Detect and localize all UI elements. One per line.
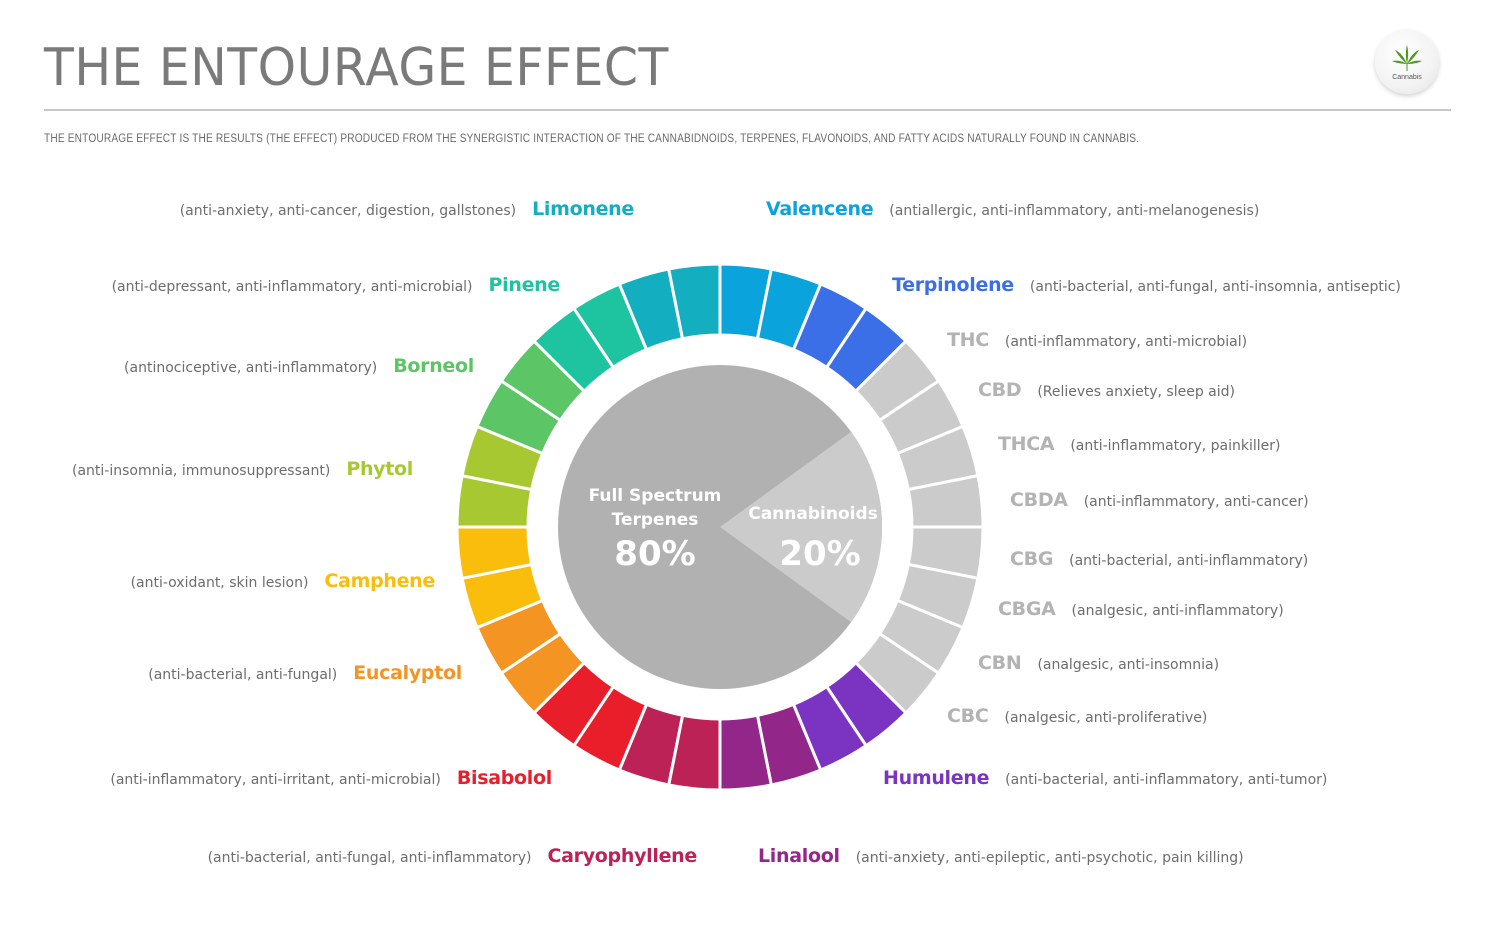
label-bisabolol: (anti-inflammatory, anti-irritant, anti-… bbox=[110, 767, 552, 789]
cbc-name: CBC bbox=[947, 705, 989, 727]
cbc-desc: (analgesic, anti-proliferative) bbox=[1004, 710, 1208, 726]
cbg-name: CBG bbox=[1010, 548, 1054, 570]
valencene-desc: (antiallergic, anti-inflammatory, anti-m… bbox=[889, 203, 1260, 219]
label-phytol: (anti-insomnia, immunosuppressant) Phyto… bbox=[72, 458, 413, 480]
label-linalool: Linalool (anti-anxiety, anti-epileptic, … bbox=[758, 845, 1244, 867]
terpenes-label-line1: Full Spectrum bbox=[588, 486, 722, 506]
label-caryophyllene: (anti-bacterial, anti-fungal, anti-infla… bbox=[207, 845, 698, 867]
borneol-name: Borneol bbox=[393, 355, 474, 377]
label-cbn: CBN (analgesic, anti-insomnia) bbox=[978, 652, 1219, 674]
terpenes-label-line2: Terpenes bbox=[611, 510, 699, 530]
ring-segment bbox=[666, 262, 722, 341]
label-cbga: CBGA (analgesic, anti-inflammatory) bbox=[998, 598, 1284, 620]
eucalyptol-name: Eucalyptol bbox=[353, 662, 462, 684]
eucalyptol-desc: (anti-bacterial, anti-fungal) bbox=[148, 667, 338, 683]
caryophyllene-desc: (anti-bacterial, anti-fungal, anti-infla… bbox=[207, 850, 532, 866]
bisabolol-name: Bisabolol bbox=[456, 767, 552, 789]
cbn-desc: (analgesic, anti-insomnia) bbox=[1037, 657, 1220, 673]
label-humulene: Humulene (anti-bacterial, anti-inflammat… bbox=[883, 767, 1327, 789]
cbn-name: CBN bbox=[978, 652, 1022, 674]
label-borneol: (antinociceptive, anti-inflammatory) Bor… bbox=[124, 355, 474, 377]
cbd-desc: (Relieves anxiety, sleep aid) bbox=[1037, 384, 1236, 400]
cannabinoids-label: Cannabinoids bbox=[748, 504, 878, 524]
thc-name: THC bbox=[947, 329, 989, 351]
label-camphene: (anti-oxidant, skin lesion) Camphene bbox=[130, 570, 436, 592]
label-terpinolene: Terpinolene (anti-bacterial, anti-fungal… bbox=[892, 274, 1401, 296]
thca-desc: (anti-inflammatory, painkiller) bbox=[1070, 438, 1281, 454]
terpinolene-desc: (anti-bacterial, anti-fungal, anti-insom… bbox=[1029, 279, 1401, 295]
phytol-name: Phytol bbox=[346, 458, 413, 480]
limonene-desc: (anti-anxiety, anti-cancer, digestion, g… bbox=[179, 203, 517, 219]
thca-name: THCA bbox=[998, 433, 1055, 455]
cannabinoids-value: 20% bbox=[779, 534, 861, 574]
terpenes-value: 80% bbox=[614, 534, 696, 574]
borneol-desc: (antinociceptive, anti-inflammatory) bbox=[124, 360, 378, 376]
label-cbg: CBG (anti-bacterial, anti-inflammatory) bbox=[1010, 548, 1308, 570]
humulene-desc: (anti-bacterial, anti-inflammatory, anti… bbox=[1005, 772, 1328, 788]
cbga-desc: (analgesic, anti-inflammatory) bbox=[1071, 603, 1284, 619]
page-title: THE ENTOURAGE EFFECT bbox=[44, 38, 669, 98]
logo-text: Cannabis bbox=[1392, 74, 1422, 81]
label-pinene: (anti-depressant, anti-inflammatory, ant… bbox=[111, 274, 561, 296]
phytol-desc: (anti-insomnia, immunosuppressant) bbox=[71, 463, 331, 479]
label-cbd: CBD (Relieves anxiety, sleep aid) bbox=[978, 379, 1235, 401]
label-cbda: CBDA (anti-inflammatory, anti-cancer) bbox=[1010, 489, 1309, 511]
terpenes-label: Full Spectrum Terpenes bbox=[575, 484, 735, 532]
cbga-name: CBGA bbox=[998, 598, 1056, 620]
outer-ring bbox=[455, 262, 985, 792]
thc-desc: (anti-inflammatory, anti-microbial) bbox=[1004, 334, 1248, 350]
pinene-desc: (anti-depressant, anti-inflammatory, ant… bbox=[111, 279, 473, 295]
label-limonene: (anti-anxiety, anti-cancer, digestion, g… bbox=[179, 198, 635, 220]
cbda-name: CBDA bbox=[1010, 489, 1068, 511]
camphene-desc: (anti-oxidant, skin lesion) bbox=[130, 575, 309, 591]
caryophyllene-name: Caryophyllene bbox=[547, 845, 697, 867]
camphene-name: Camphene bbox=[324, 570, 435, 592]
label-eucalyptol: (anti-bacterial, anti-fungal) Eucalyptol bbox=[148, 662, 462, 684]
subtitle: THE ENTOURAGE EFFECT IS THE RESULTS (THE… bbox=[44, 133, 1140, 145]
bisabolol-desc: (anti-inflammatory, anti-irritant, anti-… bbox=[110, 772, 441, 788]
label-valencene: Valencene (antiallergic, anti-inflammato… bbox=[766, 198, 1259, 220]
limonene-name: Limonene bbox=[532, 198, 634, 220]
humulene-name: Humulene bbox=[883, 767, 990, 789]
cbda-desc: (anti-inflammatory, anti-cancer) bbox=[1083, 494, 1309, 510]
cbg-desc: (anti-bacterial, anti-inflammatory) bbox=[1069, 553, 1309, 569]
cannabinoids-slice bbox=[720, 431, 882, 623]
terpinolene-name: Terpinolene bbox=[892, 274, 1014, 296]
cannabis-leaf-icon bbox=[1392, 45, 1422, 71]
pinene-name: Pinene bbox=[488, 274, 561, 296]
valencene-name: Valencene bbox=[766, 198, 874, 220]
cannabis-logo: Cannabis bbox=[1375, 30, 1439, 94]
linalool-desc: (anti-anxiety, anti-epileptic, anti-psyc… bbox=[855, 850, 1244, 866]
label-cbc: CBC (analgesic, anti-proliferative) bbox=[947, 705, 1207, 727]
label-thca: THCA (anti-inflammatory, painkiller) bbox=[998, 433, 1281, 455]
inner-pie bbox=[558, 365, 882, 689]
cbd-name: CBD bbox=[978, 379, 1022, 401]
linalool-name: Linalool bbox=[758, 845, 840, 867]
title-divider bbox=[44, 109, 1451, 111]
label-thc: THC (anti-inflammatory, anti-microbial) bbox=[947, 329, 1247, 351]
